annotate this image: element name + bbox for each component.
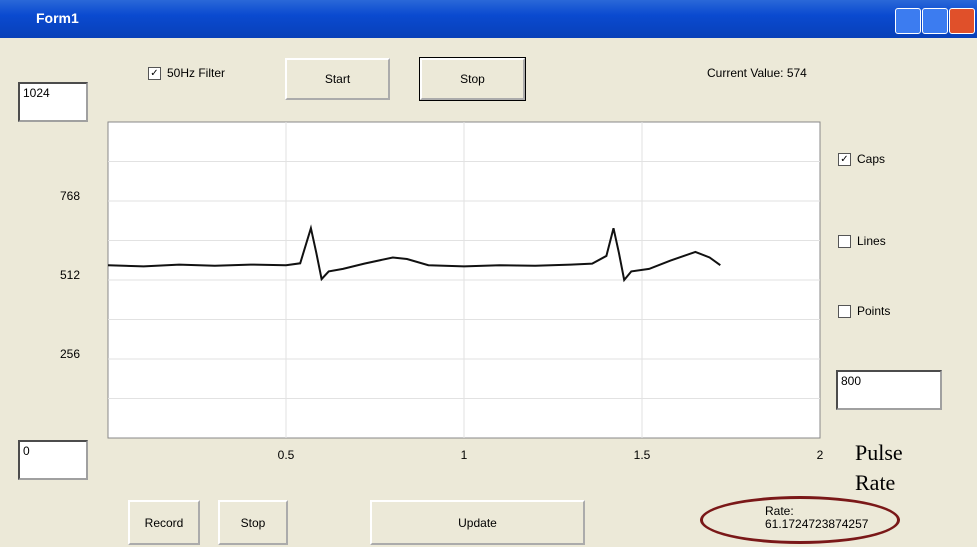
y-tick-label: 768 xyxy=(60,189,80,203)
checkbox-box xyxy=(838,304,851,318)
current-value: Current Value: 574 xyxy=(707,66,807,80)
record-stop-button[interactable]: Stop xyxy=(218,500,288,545)
annotation: Pulse Rate xyxy=(855,438,903,498)
maximize-button[interactable] xyxy=(922,8,948,34)
checkbox-box: ✓ xyxy=(148,66,161,80)
annotation-line: Pulse xyxy=(855,440,903,465)
close-button[interactable] xyxy=(949,8,975,34)
current-value-label: Current Value: xyxy=(707,66,784,80)
signal-line xyxy=(107,224,721,283)
title-bar: Form1 xyxy=(0,0,977,38)
option-checkbox[interactable]: ✓ Caps xyxy=(838,152,885,166)
minimize-button[interactable] xyxy=(895,8,921,34)
checkbox-label: Points xyxy=(857,304,891,318)
checkbox-box xyxy=(838,234,851,248)
samples-box[interactable]: 800 xyxy=(836,370,942,410)
checkbox-label: 50Hz Filter xyxy=(167,66,226,80)
x-tick-label: 1 xyxy=(461,448,468,462)
ymin-box[interactable]: 0 xyxy=(18,440,88,480)
start-button[interactable]: Start xyxy=(285,58,390,100)
current-value-number: 574 xyxy=(786,66,807,80)
y-tick-label: 256 xyxy=(60,347,80,361)
option-checkbox[interactable]: Points xyxy=(838,304,890,318)
x-tick-label: 0.5 xyxy=(278,448,295,462)
annotation-line: Rate xyxy=(855,470,896,495)
option-checkbox[interactable]: Lines xyxy=(838,234,886,248)
x-tick-label: 2 xyxy=(817,448,824,462)
checkbox-label: Caps xyxy=(857,152,886,166)
checkbox-box: ✓ xyxy=(838,152,851,166)
window-title: Form1 xyxy=(36,10,79,26)
y-tick-label: 512 xyxy=(60,268,80,282)
update-button[interactable]: Update xyxy=(370,500,585,545)
highlight-ellipse xyxy=(700,496,900,544)
record-button[interactable]: Record xyxy=(128,500,200,545)
ymax-box[interactable]: 1024 xyxy=(18,82,88,122)
x-tick-label: 1.5 xyxy=(634,448,651,462)
checkbox-label: Lines xyxy=(857,234,886,248)
stop-button[interactable]: Stop xyxy=(419,57,526,101)
filter-checkbox[interactable]: ✓ 50Hz Filter xyxy=(148,66,225,80)
